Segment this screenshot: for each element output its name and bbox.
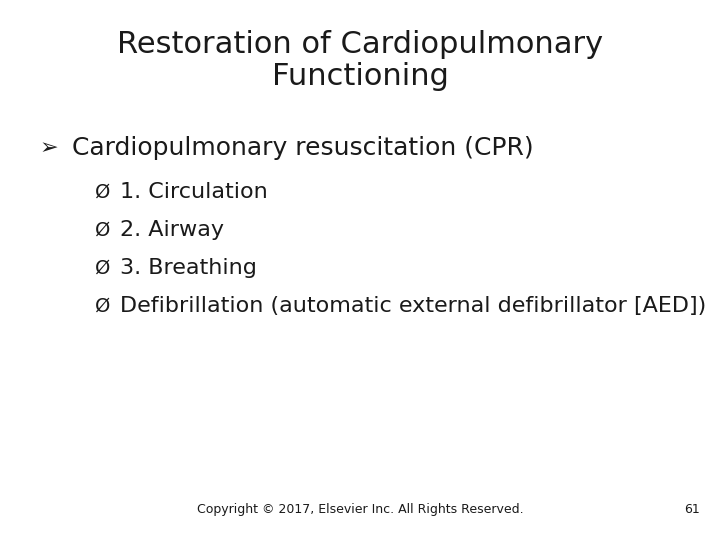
Text: 1. Circulation: 1. Circulation [120, 182, 268, 202]
Text: Cardiopulmonary resuscitation (CPR): Cardiopulmonary resuscitation (CPR) [72, 136, 534, 160]
Text: 3. Breathing: 3. Breathing [120, 258, 257, 278]
Text: 2. Airway: 2. Airway [120, 220, 224, 240]
Text: Ø: Ø [95, 183, 110, 201]
Text: 61: 61 [684, 503, 700, 516]
Text: Defibrillation (automatic external defibrillator [AED]): Defibrillation (automatic external defib… [120, 296, 706, 316]
Text: Copyright © 2017, Elsevier Inc. All Rights Reserved.: Copyright © 2017, Elsevier Inc. All Righ… [197, 503, 523, 516]
Text: ➢: ➢ [40, 138, 58, 158]
Text: Ø: Ø [95, 220, 110, 240]
Text: Restoration of Cardiopulmonary: Restoration of Cardiopulmonary [117, 30, 603, 59]
Text: Ø: Ø [95, 296, 110, 315]
Text: Functioning: Functioning [271, 62, 449, 91]
Text: Ø: Ø [95, 259, 110, 278]
